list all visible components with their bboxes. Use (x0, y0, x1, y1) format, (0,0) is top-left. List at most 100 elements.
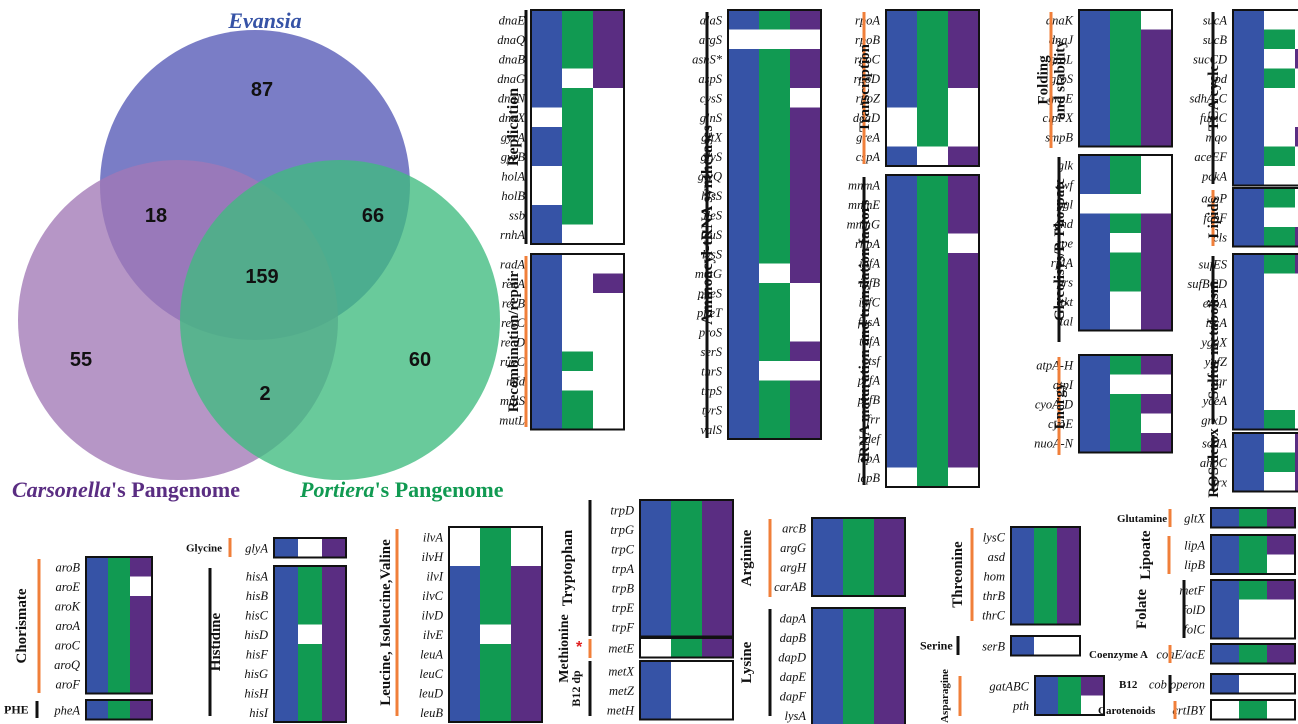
panel-coenzyme-a: coaE/acE Coenzyme A (1089, 643, 1296, 665)
cell-ileS-evansia (728, 205, 759, 225)
cell-infB-evansia (886, 272, 917, 292)
cell-grxD-portiera (1264, 410, 1295, 430)
gene-label: dnaN (498, 91, 526, 105)
count-carsonella-portiera: 2 (259, 383, 270, 405)
cell-sodA-portiera (1264, 433, 1295, 453)
cell-lysC-evansia (1011, 527, 1034, 547)
cell-dnaK-evansia (1079, 10, 1110, 30)
cell-gltX-carsonella (1267, 508, 1295, 528)
gene-label: trpB (612, 581, 635, 595)
gene-label: trpG (610, 523, 634, 537)
cell-cls-evansia (1233, 227, 1264, 247)
gene-label: gyrB (501, 150, 526, 164)
cell-radA-evansia (531, 254, 562, 274)
gene-label: recA (502, 277, 525, 291)
gene-label: def (865, 432, 882, 446)
gene-label: thrB (983, 589, 1006, 603)
cell-ilvD-portiera (480, 605, 511, 625)
cell-sufES-carsonella (1295, 254, 1298, 274)
category-label: Transcription (857, 43, 873, 132)
cell-hisF-carsonella (322, 644, 346, 664)
cell-cyoE-portiera (1110, 413, 1141, 433)
cell-valS-evansia (728, 419, 759, 439)
cell-infA-portiera (917, 253, 948, 273)
cell-coboperon-portiera (1239, 674, 1267, 694)
cell-trpC-carsonella (702, 539, 733, 559)
cell-lipB-evansia (1211, 554, 1239, 574)
cell-iscA-carsonella (1295, 312, 1298, 332)
cell-ssb-portiera (562, 205, 593, 225)
cell-sucA-carsonella (1295, 10, 1298, 30)
cell-aspS-portiera (759, 68, 790, 88)
cell-mqo-portiera (1264, 127, 1295, 147)
cell-trpE-evansia (640, 597, 671, 617)
cell-dnaB-evansia (531, 49, 562, 69)
cell-glyS-carsonella (790, 146, 821, 166)
cell-hom-carsonella (1057, 566, 1080, 586)
cell-glyQ-evansia (728, 166, 759, 186)
cell-ssb-evansia (531, 205, 562, 225)
cell-lysA-portiera (843, 705, 874, 724)
gene-label: dnaQ (497, 33, 525, 47)
gene-label: rpoZ (856, 91, 881, 105)
cell-thrB-portiera (1034, 585, 1057, 605)
cell-rpoZ-evansia (886, 88, 917, 108)
gene-label: aceEF (1194, 150, 1227, 164)
cell-thrS-portiera (759, 361, 790, 381)
gene-label: glyQ (698, 169, 722, 183)
cell-dnaE-portiera (562, 10, 593, 30)
cell-argS-portiera (759, 29, 790, 49)
cell-dnaN-portiera (562, 88, 593, 108)
cell-recA-portiera (562, 273, 593, 293)
panel-glutamine: gltX Glutamine (1117, 507, 1296, 529)
cell-infB-carsonella (948, 272, 979, 292)
cell-recD-evansia (531, 332, 562, 352)
cell-smpB-carsonella (1141, 127, 1172, 147)
gene-label: trx (1213, 475, 1227, 489)
cell-rpoC-carsonella (948, 49, 979, 69)
gene-label: sufBCD (1187, 277, 1227, 291)
cell-lipA-evansia (1211, 535, 1239, 555)
category-label: tRNA maturation and translation factors (857, 200, 873, 463)
gene-label: hisC (245, 608, 269, 622)
panel-histidine: hisA hisB hisC hisD hisF hisG hisH hisI Histidin… (208, 565, 347, 723)
cell-ahpC-evansia (1233, 452, 1264, 472)
cell-leuA-evansia (449, 644, 480, 664)
cell-ilvC-carsonella (511, 585, 542, 605)
gene-label: mutL (499, 413, 525, 427)
cell-metX-portiera (671, 661, 702, 681)
panel-trna-maturation-and-translation-factors: mnmAmnmEmnmGrnpAinfAinfBinfCfusAtufAtsfp… (847, 174, 980, 488)
cell-rplA-carsonella (1141, 252, 1172, 272)
cell-proS-evansia (728, 322, 759, 342)
cell-dnaG-portiera (562, 68, 593, 88)
cell-dapF-carsonella (874, 686, 905, 706)
gene-label: cob operon (1149, 677, 1205, 691)
cell-metH-evansia (640, 700, 671, 720)
cell-pheT-evansia (728, 302, 759, 322)
gene-label: argS (699, 33, 723, 47)
gene-label: metF (1179, 583, 1205, 597)
cell-argH-evansia (812, 557, 843, 577)
cell-sucB-portiera (1264, 29, 1295, 49)
cell-leuB-evansia (449, 702, 480, 722)
cell-cyoAD-portiera (1110, 394, 1141, 414)
gene-label: hisA (246, 569, 269, 583)
cell-prfB-carsonella (948, 389, 979, 409)
cell-sucCD-carsonella (1295, 49, 1298, 69)
cell-serB-carsonella (1057, 636, 1080, 656)
cell-serS-portiera (759, 341, 790, 361)
cell-cysS-portiera (759, 88, 790, 108)
count-evansia-portiera: 66 (362, 205, 384, 227)
panel-border (1210, 699, 1296, 721)
cell-coaEacE-carsonella (1267, 644, 1295, 664)
venn-circle-portiera (180, 160, 500, 480)
cell-cysS-carsonella (790, 88, 821, 108)
category-label: Glycolisys/P. Phospate (1052, 178, 1068, 321)
panel-b12: cob operon B12 (1119, 673, 1296, 695)
cell-aroF-carsonella (130, 674, 152, 694)
gene-label: rplA (1051, 256, 1074, 270)
cell-folD-carsonella (1267, 599, 1295, 619)
gene-label: argH (780, 560, 807, 574)
cell-trpG-portiera (671, 519, 702, 539)
cell-nuoAN-evansia (1079, 433, 1110, 453)
